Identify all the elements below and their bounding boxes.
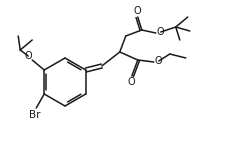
Text: O: O <box>155 56 162 66</box>
Text: O: O <box>128 77 136 87</box>
Text: O: O <box>24 51 32 61</box>
Text: O: O <box>134 6 142 16</box>
Text: O: O <box>157 27 165 37</box>
Text: Br: Br <box>30 110 41 120</box>
